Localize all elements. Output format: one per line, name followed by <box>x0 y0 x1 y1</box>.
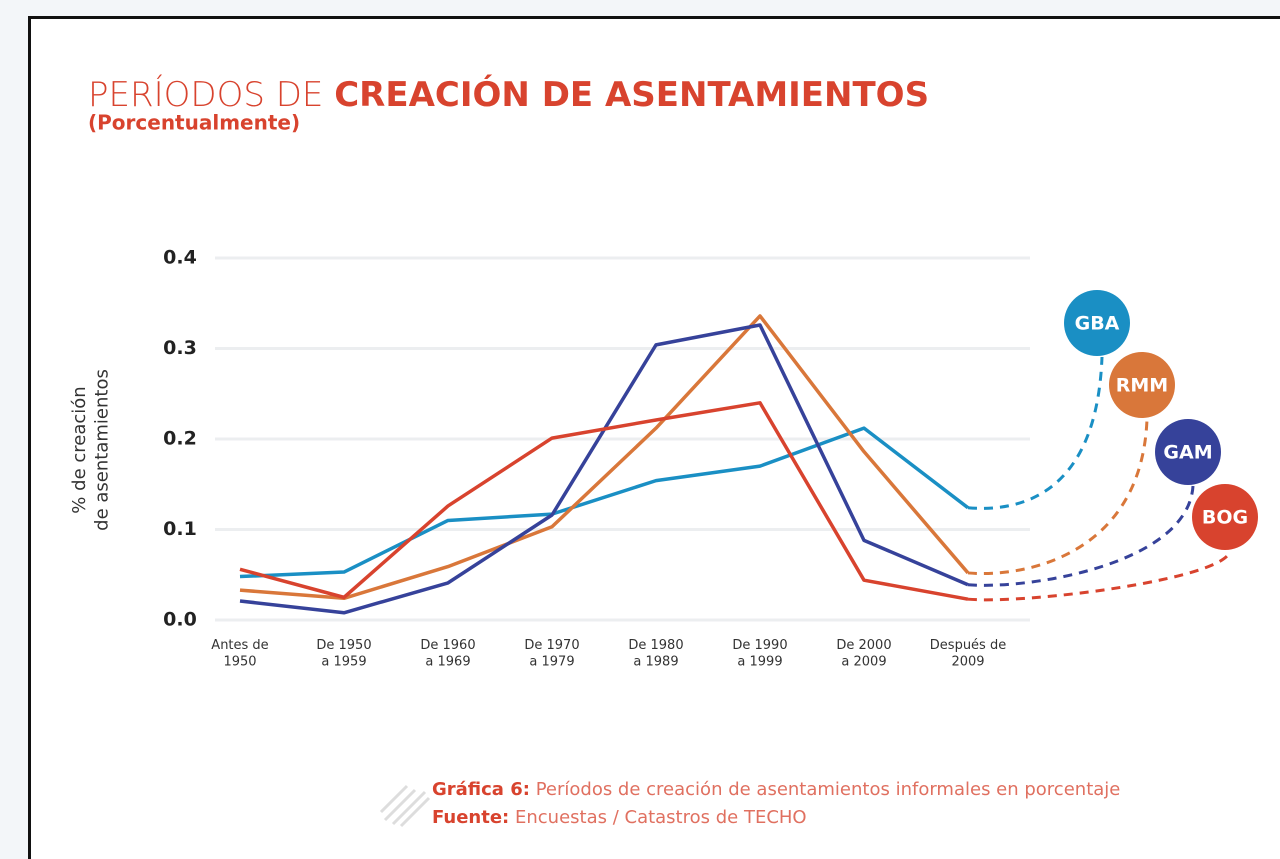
x-tick-label: De 1960 a 1969 <box>420 638 475 669</box>
subtitle: (Porcentualmente) <box>88 111 300 135</box>
y-tick-label: 0.2 <box>163 428 197 450</box>
legend-label: GAM <box>1163 442 1212 464</box>
series-line <box>239 314 970 601</box>
x-tick-label: Antes de 1950 <box>211 638 268 669</box>
x-tick-label: De 2000 a 2009 <box>836 638 891 669</box>
legend-badge <box>1155 419 1221 485</box>
legend-connector <box>967 356 1104 510</box>
caption: Gráfica 6: Períodos de creación de asent… <box>432 779 1120 800</box>
source-label: Fuente: <box>432 807 509 828</box>
x-tick-label: De 1980 a 1989 <box>628 638 683 669</box>
x-tick-label: Después de 2009 <box>930 638 1006 669</box>
x-tick-label: De 1970 a 1979 <box>524 638 579 669</box>
series-line <box>239 401 969 601</box>
legend-connector <box>967 418 1149 575</box>
chart-title: PERÍODOS DE CREACIÓN DE ASENTAMIENTOS <box>88 74 929 115</box>
legend-badge <box>1109 352 1175 418</box>
source-text: Encuestas / Catastros de TECHO <box>515 807 807 828</box>
caption-text: Períodos de creación de asentamientos in… <box>536 779 1121 800</box>
title-bold: CREACIÓN DE ASENTAMIENTOS <box>334 74 929 115</box>
y-tick-label: 0.4 <box>163 247 197 269</box>
y-tick-label: 0.3 <box>163 337 197 359</box>
y-tick-label: 0.1 <box>163 518 197 540</box>
source: Fuente: Encuestas / Catastros de TECHO <box>432 807 807 828</box>
caption-label: Gráfica 6: <box>432 779 530 800</box>
title-light: PERÍODOS DE <box>88 74 323 115</box>
y-axis-label: % de creaciónde asentamientos <box>69 369 113 531</box>
caption-icon <box>379 784 431 828</box>
legend-label: RMM <box>1116 375 1168 397</box>
legend-connector <box>967 485 1195 587</box>
legend-badge <box>1192 484 1258 550</box>
series-line <box>239 426 970 579</box>
x-tick-label: De 1950 a 1959 <box>316 638 371 669</box>
legend-label: GBA <box>1075 313 1120 335</box>
y-tick-label: 0.0 <box>163 609 197 631</box>
x-tick-label: De 1990 a 1999 <box>732 638 787 669</box>
legend-badge <box>1064 290 1130 356</box>
legend-connector <box>967 550 1232 602</box>
legend-label: BOG <box>1202 507 1248 529</box>
